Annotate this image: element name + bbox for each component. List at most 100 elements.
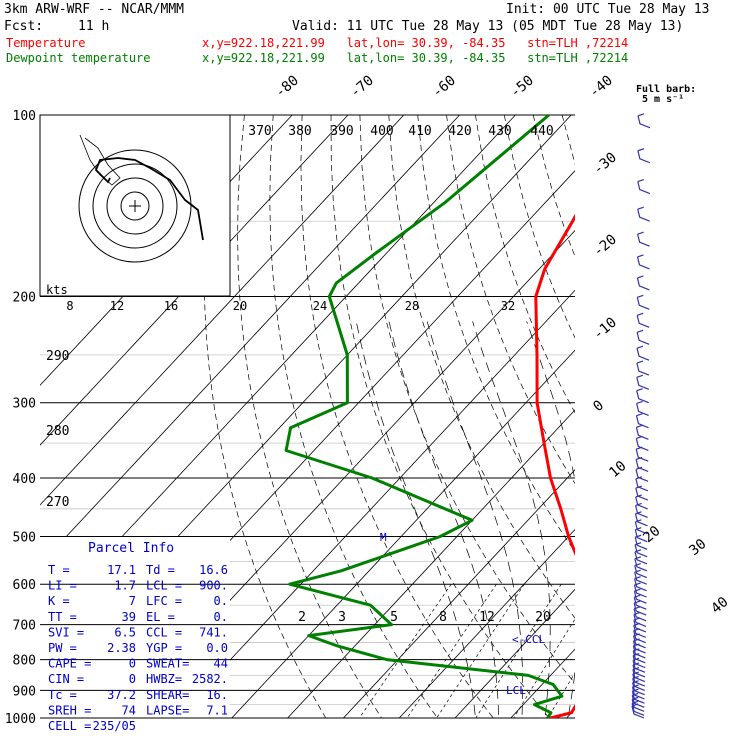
wind-barb-flag (632, 684, 639, 688)
init-time: Init: 00 UTC Tue 28 May 13 (506, 2, 710, 17)
wind-barb-flag (637, 113, 645, 117)
wind-barb-flag (632, 671, 639, 675)
isotherm-label: -10 (590, 315, 620, 344)
parcel-field-label: LFC = (146, 594, 182, 608)
mixing-ratio-line (436, 584, 525, 718)
parcel-field-value: 6.5 (114, 625, 136, 639)
parcel-field-label: EL = (146, 610, 175, 624)
hodograph-ring (120, 191, 150, 221)
parcel-field-label: CELL = (48, 719, 91, 733)
isotherm-label: -40 (586, 73, 616, 102)
parcel-field-label: HWBZ= (146, 672, 182, 686)
isotherm-label: 30 (686, 536, 709, 559)
wind-barb (637, 233, 650, 247)
parcel-field-value: 2582. (192, 672, 228, 686)
parcel-field-value: 44 (214, 657, 228, 671)
parcel-field-label: YGP = (146, 641, 182, 655)
wind-barb-flag (634, 556, 642, 560)
mixing-ratio-label: 20 (535, 610, 551, 625)
pressure-tick-label: 600 (13, 578, 36, 593)
hodograph-speed-label: 24 (313, 299, 327, 313)
parcel-field-value: 1.7 (114, 579, 136, 593)
level-marker: LCL (506, 684, 526, 697)
dewpoint-legend: Dewpoint temperature (6, 51, 151, 65)
hodograph-speed-label: 28 (405, 299, 419, 313)
wind-barb (632, 640, 646, 654)
parcel-field-value: 0 (129, 657, 136, 671)
wind-barb-flag (632, 666, 640, 671)
parcel-field-label: LCL = (146, 579, 182, 593)
theta-label: 440 (530, 124, 553, 139)
wind-barb-flag (633, 653, 640, 657)
isotherm-line (622, 115, 740, 718)
forecast-hour: 11 h (78, 19, 110, 34)
isotherm-line (734, 115, 740, 718)
pressure-tick-label: 300 (13, 397, 36, 412)
wind-barb-flag (633, 611, 641, 616)
wind-barb-flag (634, 563, 641, 567)
wind-barb (633, 591, 647, 604)
wind-barb (633, 619, 647, 633)
theta-label: 290 (46, 349, 69, 364)
wind-barb (631, 705, 645, 719)
hodograph-storm-path (79, 134, 121, 186)
mixing-ratio-label: 12 (479, 610, 495, 625)
hodograph-speed-label: 12 (110, 299, 124, 313)
wind-barb-flag (632, 696, 639, 700)
level-marker: <-CCL (512, 633, 545, 646)
moist-adiabat-line (588, 322, 621, 731)
isotherm-line (454, 588, 575, 718)
dry-adiabat-line (446, 115, 575, 485)
dewpoint-profile-line (284, 115, 564, 718)
wind-barb (634, 529, 648, 543)
theta-label: 370 (248, 124, 271, 139)
wind-barb (634, 513, 648, 527)
hodograph-ring (78, 149, 192, 263)
temperature-point-info: x,y=922.18,221.99 lat,lon= 30.39, -84.35… (202, 36, 629, 50)
wind-barb-flag (634, 542, 642, 546)
wind-barb (636, 347, 650, 361)
wind-barb-flag (631, 700, 639, 704)
dry-adiabat-line (561, 115, 575, 165)
wind-barb-flag (637, 179, 644, 183)
mixing-ratio-line (406, 584, 497, 718)
parcel-field-label: SHEAR= (146, 688, 189, 702)
moist-adiabat-line (472, 321, 551, 718)
wind-barb (631, 699, 645, 712)
wind-barb-flag (633, 638, 640, 642)
wind-barb-flag (636, 446, 643, 450)
moist-adiabat-line (633, 322, 725, 731)
wind-barb (634, 572, 647, 585)
wind-barb (636, 256, 650, 270)
wind-barb-flag (633, 648, 640, 652)
pressure-tick-label: 1000 (5, 712, 36, 727)
dry-adiabat-line (678, 115, 740, 728)
parcel-field-value: 2.38 (107, 641, 136, 655)
hodograph-ring (92, 163, 178, 249)
temperature-legend: Temperature (6, 36, 86, 50)
wind-barb-flag (634, 576, 641, 580)
wind-barb-flag (632, 680, 639, 684)
wind-barb (636, 277, 650, 291)
wind-barb (637, 181, 651, 195)
parcel-field-label: TT = (48, 610, 77, 624)
wind-barb-flag (635, 476, 643, 480)
wind-barb (634, 521, 648, 535)
moist-adiabat-line (526, 321, 575, 718)
moist-adiabats (355, 321, 725, 731)
wind-barb-flag (637, 312, 644, 316)
wind-barb-flag (633, 643, 640, 647)
mixing-ratio-label: 2 (298, 610, 306, 625)
wind-barb (635, 469, 649, 482)
wind-barb (633, 584, 647, 598)
wind-barb (634, 537, 648, 550)
wind-barb (635, 427, 649, 440)
moist-adiabat-line (388, 321, 500, 718)
wind-barb (637, 209, 650, 222)
wind-barb-flag (632, 692, 639, 696)
pressure-tick-label: 100 (13, 109, 36, 124)
isotherm-line (175, 289, 575, 718)
parcel-field-label: CIN = (48, 672, 84, 686)
wind-barb-flag (634, 569, 641, 573)
wind-barb-flag (636, 329, 644, 333)
